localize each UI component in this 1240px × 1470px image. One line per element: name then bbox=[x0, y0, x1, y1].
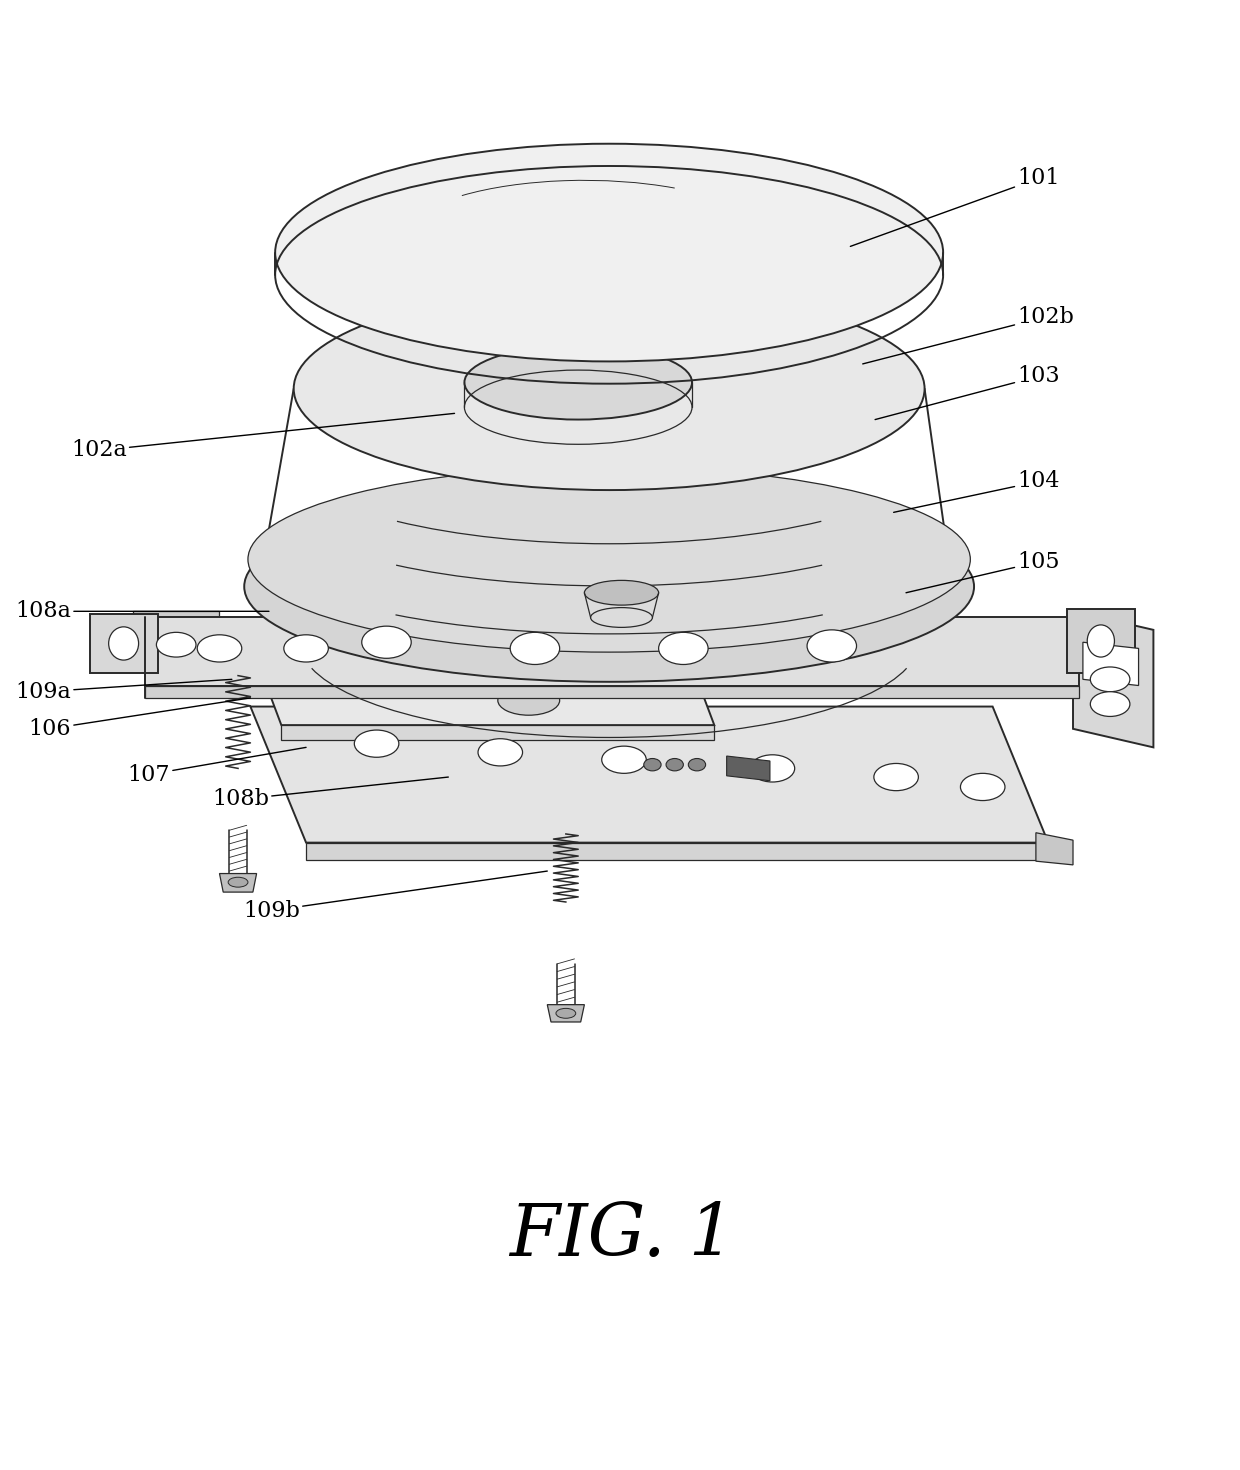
Ellipse shape bbox=[156, 632, 196, 657]
Ellipse shape bbox=[362, 626, 412, 659]
Text: 109a: 109a bbox=[15, 679, 232, 703]
Ellipse shape bbox=[807, 629, 857, 662]
Text: 108b: 108b bbox=[212, 778, 449, 810]
Polygon shape bbox=[219, 873, 257, 892]
Text: 104: 104 bbox=[894, 470, 1060, 513]
Ellipse shape bbox=[228, 878, 248, 888]
Polygon shape bbox=[1066, 609, 1135, 673]
Ellipse shape bbox=[497, 685, 559, 716]
Text: 105: 105 bbox=[906, 551, 1060, 592]
Ellipse shape bbox=[874, 763, 919, 791]
Polygon shape bbox=[1035, 832, 1073, 864]
Ellipse shape bbox=[658, 632, 708, 664]
Ellipse shape bbox=[355, 731, 399, 757]
Ellipse shape bbox=[248, 466, 971, 653]
Polygon shape bbox=[145, 617, 219, 670]
Ellipse shape bbox=[666, 759, 683, 770]
Polygon shape bbox=[89, 614, 157, 673]
Ellipse shape bbox=[435, 657, 475, 682]
Ellipse shape bbox=[556, 1008, 575, 1019]
Ellipse shape bbox=[465, 345, 692, 419]
Ellipse shape bbox=[197, 635, 242, 662]
Ellipse shape bbox=[1090, 667, 1130, 692]
Ellipse shape bbox=[601, 747, 646, 773]
Ellipse shape bbox=[1090, 692, 1130, 716]
Ellipse shape bbox=[644, 759, 661, 770]
Ellipse shape bbox=[336, 651, 376, 676]
Ellipse shape bbox=[275, 144, 944, 362]
Polygon shape bbox=[133, 612, 219, 659]
Ellipse shape bbox=[688, 759, 706, 770]
Polygon shape bbox=[547, 1004, 584, 1022]
Ellipse shape bbox=[479, 739, 522, 766]
Ellipse shape bbox=[961, 773, 1004, 801]
Text: 102a: 102a bbox=[71, 413, 455, 462]
Ellipse shape bbox=[284, 635, 329, 662]
Text: 108a: 108a bbox=[15, 600, 269, 622]
Text: 106: 106 bbox=[29, 698, 250, 739]
Text: 101: 101 bbox=[851, 168, 1060, 247]
Ellipse shape bbox=[620, 673, 660, 698]
Polygon shape bbox=[145, 685, 1079, 698]
Polygon shape bbox=[250, 707, 1048, 842]
Polygon shape bbox=[281, 725, 714, 739]
Text: FIG. 1: FIG. 1 bbox=[508, 1201, 734, 1272]
Ellipse shape bbox=[109, 626, 139, 660]
Polygon shape bbox=[244, 626, 714, 725]
Ellipse shape bbox=[244, 491, 975, 682]
Text: 109b: 109b bbox=[243, 872, 547, 922]
Polygon shape bbox=[306, 842, 1048, 860]
Ellipse shape bbox=[533, 666, 573, 691]
Text: 107: 107 bbox=[128, 747, 306, 785]
Text: 102b: 102b bbox=[863, 306, 1074, 365]
Ellipse shape bbox=[1087, 625, 1115, 657]
Polygon shape bbox=[1073, 612, 1153, 747]
Ellipse shape bbox=[294, 287, 925, 490]
Polygon shape bbox=[727, 756, 770, 781]
Polygon shape bbox=[145, 617, 1079, 685]
Ellipse shape bbox=[584, 581, 658, 606]
Text: 103: 103 bbox=[875, 365, 1060, 419]
Ellipse shape bbox=[750, 754, 795, 782]
Polygon shape bbox=[1083, 642, 1138, 685]
Ellipse shape bbox=[510, 632, 559, 664]
